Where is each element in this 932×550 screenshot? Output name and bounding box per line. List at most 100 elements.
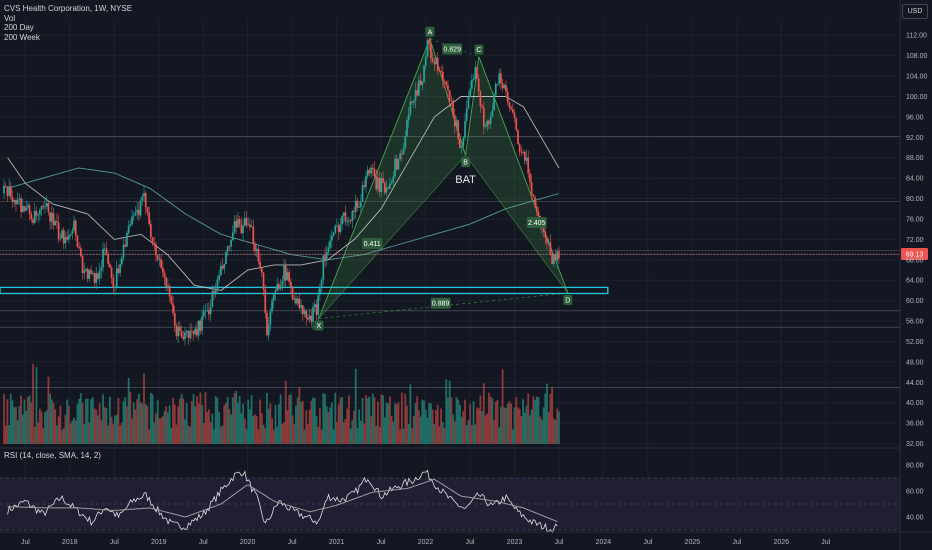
candle-body — [209, 306, 212, 315]
volume-bar — [226, 397, 229, 444]
volume-bar — [79, 393, 82, 444]
volume-bar — [143, 373, 145, 444]
volume-bar — [8, 425, 11, 444]
volume-bar — [377, 401, 379, 444]
volume-bar — [196, 396, 198, 444]
candle-body — [283, 264, 285, 281]
y-tick-label: 44.00 — [906, 380, 924, 387]
volume-bar — [499, 406, 502, 444]
volume-bar — [462, 411, 465, 444]
candle-body — [276, 284, 279, 291]
candle-body — [489, 116, 492, 124]
indicator-200-day[interactable]: 200 Day — [4, 23, 34, 32]
volume-bar — [37, 422, 40, 444]
candle-body — [474, 67, 477, 79]
candle-body — [271, 300, 273, 312]
candle-body — [45, 203, 48, 207]
x-tick-label: 2023 — [507, 539, 523, 546]
volume-bar — [66, 399, 69, 444]
candle-body — [259, 261, 261, 268]
volume-bar — [259, 399, 262, 444]
volume-bar — [342, 422, 345, 444]
volume-bar — [242, 403, 244, 444]
volume-bar — [459, 404, 461, 444]
candle-body — [165, 277, 168, 288]
candle-body — [453, 115, 456, 127]
candle-body — [313, 304, 316, 308]
candle-body — [32, 219, 34, 223]
volume-bar — [184, 419, 186, 444]
candle-body — [6, 186, 9, 196]
candle-body — [472, 78, 475, 81]
y-tick-label: 112.00 — [906, 33, 927, 40]
candle-body — [301, 305, 304, 315]
candle-body — [488, 120, 490, 124]
volume-bar — [467, 419, 470, 444]
y-tick-label: 56.00 — [906, 319, 924, 326]
candle-body — [223, 264, 226, 269]
currency-button[interactable]: USD — [902, 4, 928, 19]
volume-bar — [406, 405, 408, 444]
volume-bar — [455, 397, 458, 444]
candle-body — [511, 109, 514, 113]
pattern-ratio-box — [442, 43, 463, 55]
volume-bar — [103, 407, 106, 444]
indicator-volume[interactable]: Vol — [4, 13, 16, 23]
volume-bar — [518, 408, 521, 444]
candle-body — [184, 332, 186, 340]
rsi-pane: 80.00 60.00 40.00 — [0, 463, 924, 534]
candle-body — [506, 91, 509, 102]
pattern-labels: X A B C D 0.829 0.411 2.405 0.889 BAT 69.13 — [0, 26, 928, 331]
y-tick-label: 48.00 — [906, 359, 924, 366]
volume-bar — [71, 420, 74, 444]
volume-bar — [365, 395, 367, 444]
volume-bar — [452, 414, 454, 444]
candle-body — [455, 120, 458, 127]
candle-body — [348, 220, 350, 222]
pattern-ratio-box — [362, 237, 383, 249]
candle-body — [114, 286, 116, 288]
candle-body — [428, 39, 431, 44]
candle-body — [126, 233, 128, 247]
volume-bar — [52, 402, 55, 444]
candle-body — [469, 88, 472, 98]
rsi-legend[interactable]: RSI (14, close, SMA, 14, 2) — [4, 451, 101, 460]
volume-bar — [429, 403, 432, 444]
candle-body — [201, 316, 203, 331]
x-tick-label: 2026 — [773, 539, 789, 546]
volume-bar — [491, 398, 494, 444]
volume-bar — [177, 406, 180, 444]
candle-body — [397, 159, 400, 170]
y-tick-label: 52.00 — [906, 339, 924, 346]
volume-bar — [237, 402, 239, 444]
volume-bar — [373, 397, 376, 444]
volume-bar — [124, 397, 127, 444]
volume-bar — [47, 376, 50, 444]
candle-body — [252, 226, 255, 245]
volume-bar — [404, 393, 407, 444]
candle-body — [411, 101, 413, 103]
volume-bar — [426, 417, 429, 444]
candle-body — [281, 280, 284, 286]
volume-bar — [279, 394, 282, 444]
pattern-point-marker — [563, 294, 573, 305]
candle-body — [170, 296, 173, 304]
volume-bar — [421, 399, 424, 444]
candle-body — [37, 214, 40, 216]
volume-bar — [394, 403, 396, 444]
volume-bar — [341, 396, 343, 444]
volume-bar — [358, 409, 361, 444]
volume-bar — [189, 426, 192, 444]
volume-bar — [11, 400, 14, 444]
volume-bar — [235, 390, 238, 444]
volume-bar — [409, 384, 412, 444]
indicator-200-week[interactable]: 200 Week — [4, 32, 40, 42]
volume-bar — [383, 417, 386, 444]
candle-body — [204, 310, 207, 312]
candle-body — [153, 243, 156, 245]
candle-body — [115, 268, 118, 287]
candle-body — [59, 238, 62, 240]
symbol-title[interactable]: CVS Health Corporation, 1W, NYSE — [4, 4, 133, 13]
candle-body — [336, 225, 338, 227]
